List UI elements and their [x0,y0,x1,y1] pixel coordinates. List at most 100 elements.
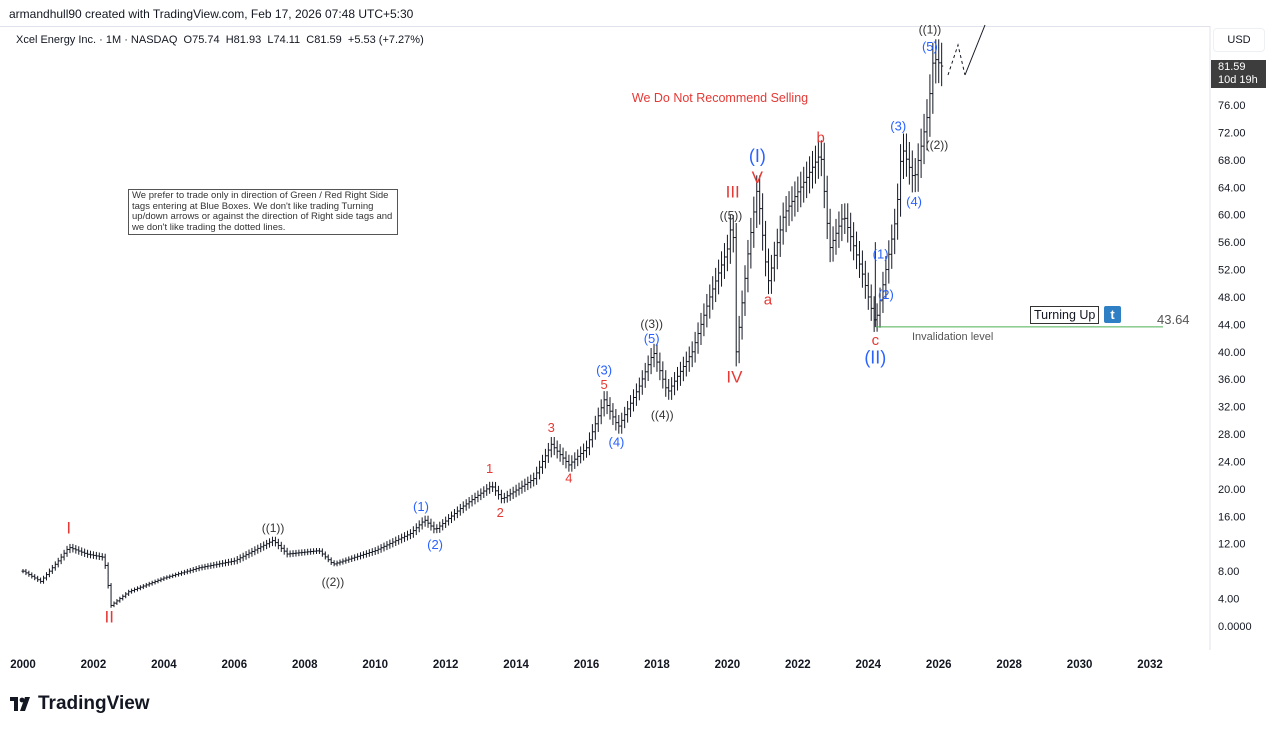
ohlc-bar [382,542,386,552]
ohlc-bar [725,234,729,272]
wave-label: 5 [601,377,608,392]
ohlc-bar [631,389,635,412]
ohlc-bar [182,569,186,576]
ohlc-bar [523,478,527,492]
ohlc-bar [605,391,609,415]
ohlc-bar [86,549,90,558]
price-axis[interactable]: 0.0000 4.00 8.00 12.00 16.00 20.00 24.00 28.00 3… [1218,100,1252,633]
ohlc-bar [596,407,600,432]
y-tick-label: 40.00 [1218,347,1246,359]
ohlc-bar [720,251,724,287]
ohlc-bar [761,193,765,251]
x-tick-label: 2000 [10,659,36,671]
ohlc-bar [863,260,867,299]
symbol-name[interactable]: Xcel Energy Inc. · 1M · NASDAQ [16,34,178,46]
ohlc-bar [781,202,785,245]
ohlc-bar [59,553,63,565]
ohlc-bar [458,503,462,516]
x-tick-label: 2014 [503,659,529,671]
time-axis[interactable]: 2000 2002 2004 2006 2008 2010 2012 2014 2016 2018… [10,659,1163,671]
x-tick-label: 2002 [81,659,107,671]
ohlc-bar [743,265,747,316]
ohlc-bar [36,575,40,582]
ohlc-bar [931,42,935,114]
y-tick-label: 28.00 [1218,429,1246,441]
ohlc-bar [831,226,835,262]
ohlc-bar [341,558,345,565]
ohlc-bar [191,567,195,573]
ohlc-bar [673,372,677,396]
ohlc-bar [367,549,371,557]
wave-label: (5) [644,331,660,346]
ohlc-bar [708,284,712,319]
ohlc-bar [678,361,682,386]
ohlc-bar [646,355,650,382]
ohlc-bar [881,271,885,313]
invalidation-value: 43.64 [1157,312,1190,327]
ohlc-bar [740,290,744,340]
wave-label: (1) [413,499,429,514]
headline: We Do Not Recommend Selling [632,91,808,105]
y-tick-label: 36.00 [1218,374,1246,386]
ohlc-bar [297,549,301,557]
ohlc-close: C81.59 [306,34,342,46]
ohlc-bar [408,529,412,540]
ohlc-bar [221,560,225,567]
wave-label: (3) [890,118,906,133]
ohlc-bar [549,437,553,458]
ohlc-bar [356,553,360,561]
y-tick-label: 32.00 [1218,402,1246,414]
y-tick-label: 24.00 [1218,456,1246,468]
ohlc-bar [813,145,817,184]
currency-button[interactable]: USD [1213,28,1265,52]
y-tick-label: 44.00 [1218,319,1246,331]
ohlc-bar [235,555,239,565]
ohlc-bar [722,243,726,279]
price-chart[interactable]: 0.0000 4.00 8.00 12.00 16.00 20.00 24.00 28.00 3… [0,0,1280,690]
ohlc-bar [429,518,433,531]
ohlc-bar [934,39,938,84]
ohlc-bar [925,99,929,151]
ohlc-bar [488,481,492,494]
turning-up-icon[interactable]: t [1104,306,1121,323]
ohlc-bar [203,563,207,570]
ohlc-bar [538,460,542,480]
ohlc-bar [312,548,316,555]
ohlc-bar [300,549,304,556]
ohlc-bar [611,403,615,426]
ohlc-bar [347,556,351,563]
ohlc-bar [922,113,926,165]
ohlc-bar [843,203,847,235]
ohlc-bar [323,551,327,560]
ohlc-bar [27,570,31,577]
ohlc-bar [816,140,820,179]
projection-line [964,24,986,76]
wave-label: b [817,130,825,147]
ohlc-bar [629,395,633,418]
ohlc-bar [385,541,389,551]
ohlc-bar [787,191,791,226]
ohlc-bar [517,482,521,496]
ohlc-bar [112,601,116,608]
ohlc-bar [124,592,128,599]
ohlc-bar [896,183,900,240]
ohlc-bar [643,362,647,388]
ohlc-bar [256,544,260,554]
ohlc-bar [224,559,228,567]
ohlc-bar [320,548,324,557]
y-tick-label: 60.00 [1218,210,1246,222]
turning-up-tag[interactable]: Turning Up [1030,306,1100,324]
ohlc-bar [684,351,688,377]
wave-label: (1) [873,247,889,262]
last-price-tag: 81.59 10d 19h [1211,60,1266,88]
ohlc-bar [755,175,759,228]
ohlc-bar [317,548,321,554]
ohlc-bar [805,161,809,199]
tradingview-logo[interactable]: TradingView [10,693,150,715]
ohlc-bar [714,267,718,303]
ohlc-bar [53,561,57,571]
ohlc-bar [511,486,515,500]
ohlc-bar [30,572,34,579]
ohlc-bar [746,239,750,293]
wave-label: (II) [864,347,886,367]
